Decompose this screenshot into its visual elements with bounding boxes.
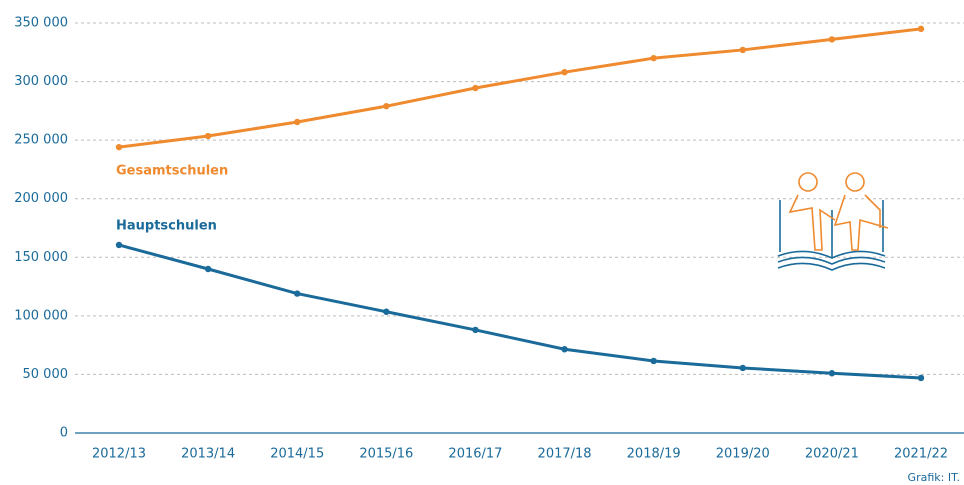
point (205, 266, 211, 272)
y-tick-label: 250 000 (14, 133, 68, 148)
point (116, 144, 122, 150)
x-tick-label: 2012/13 (92, 447, 146, 462)
y-tick-label: 150 000 (14, 250, 68, 265)
y-tick-label: 50 000 (23, 367, 69, 382)
x-tick-label: 2018/19 (627, 447, 681, 462)
point (294, 119, 300, 125)
point (650, 358, 656, 364)
point (294, 290, 300, 296)
point (829, 370, 835, 376)
point (383, 103, 389, 109)
x-tick-label: 2015/16 (359, 447, 413, 462)
y-tick-label: 350 000 (14, 16, 68, 31)
point (740, 365, 746, 371)
x-tick-label: 2016/17 (448, 447, 502, 462)
icon (778, 173, 888, 270)
x-tick-label: 2013/14 (181, 447, 235, 462)
point (918, 26, 924, 32)
x-tick-label: 2014/15 (270, 447, 324, 462)
point (472, 85, 478, 91)
series-label: Gesamtschulen (116, 164, 228, 179)
x-tick-label: 2021/22 (894, 447, 948, 462)
point (472, 327, 478, 333)
y-tick-label: 0 (60, 426, 68, 441)
x-tick-label: 2019/20 (716, 447, 770, 462)
y-tick-label: 200 000 (14, 191, 68, 206)
point (740, 47, 746, 53)
chart: Grafik: IT. 0 50 000 100 000 150 000 200 000… (0, 0, 964, 485)
point (650, 55, 656, 61)
point (918, 375, 924, 381)
point (561, 69, 567, 75)
series-label: Hauptschulen (116, 218, 217, 233)
y-tick-label: 100 000 (14, 308, 68, 323)
source-note: Grafik: IT. (908, 471, 960, 484)
series-line (119, 29, 921, 147)
series-line (119, 245, 921, 378)
point (116, 242, 122, 248)
point (205, 133, 211, 139)
x-tick-label: 2017/18 (538, 447, 592, 462)
point (383, 309, 389, 315)
x-tick-label: 2020/21 (805, 447, 859, 462)
point (829, 36, 835, 42)
y-tick-label: 300 000 (14, 74, 68, 89)
point (561, 346, 567, 352)
